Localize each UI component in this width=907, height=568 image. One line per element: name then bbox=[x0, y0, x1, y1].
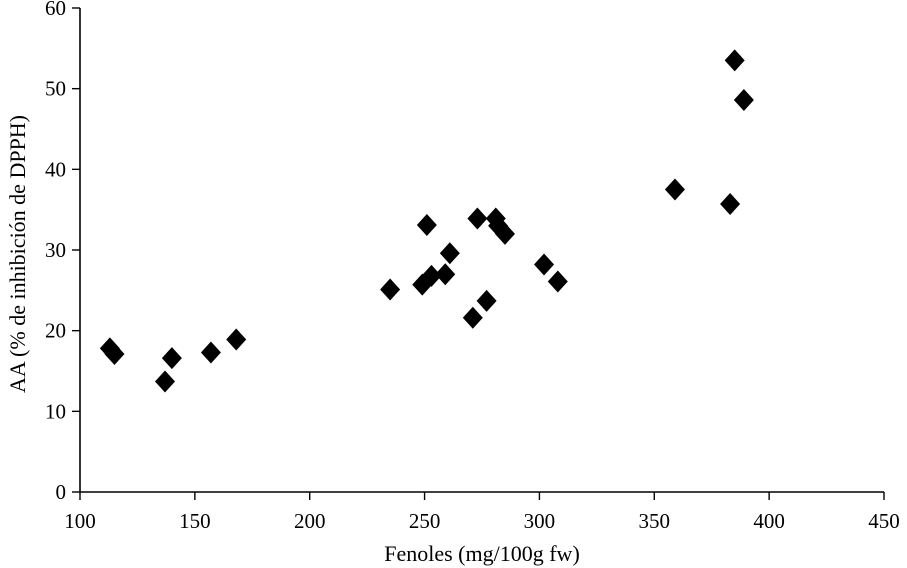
y-tick-label: 20 bbox=[45, 319, 66, 343]
y-tick-label: 50 bbox=[45, 77, 66, 101]
data-point bbox=[547, 270, 568, 293]
y-axis-title: AA (% de inhibición de DPPH) bbox=[5, 115, 30, 393]
data-point bbox=[161, 347, 182, 370]
data-point bbox=[439, 242, 460, 265]
data-point bbox=[154, 370, 175, 393]
data-point bbox=[534, 253, 555, 276]
data-point bbox=[104, 343, 125, 366]
x-axis-title: Fenoles (mg/100g fw) bbox=[384, 541, 580, 566]
data-point bbox=[467, 207, 488, 230]
data-point bbox=[380, 278, 401, 301]
y-tick-label: 30 bbox=[45, 238, 66, 262]
x-tick-label: 200 bbox=[294, 509, 326, 533]
chart-axes bbox=[79, 8, 884, 493]
y-tick-label: 10 bbox=[45, 399, 66, 423]
data-point bbox=[462, 306, 483, 329]
x-tick-label: 250 bbox=[409, 509, 441, 533]
data-point bbox=[476, 289, 497, 312]
x-axis-ticks: 100 150 200 250 300 350 400 450 bbox=[64, 492, 900, 533]
data-point bbox=[200, 341, 221, 364]
y-tick-label: 60 bbox=[45, 0, 66, 20]
data-point bbox=[435, 263, 456, 286]
x-tick-label: 150 bbox=[179, 509, 211, 533]
x-tick-label: 400 bbox=[753, 509, 785, 533]
data-point bbox=[421, 264, 442, 287]
data-point bbox=[724, 49, 745, 72]
data-point bbox=[720, 193, 741, 216]
data-point bbox=[494, 222, 515, 245]
data-point bbox=[733, 88, 754, 111]
y-tick-label: 0 bbox=[56, 480, 67, 504]
x-tick-label: 450 bbox=[868, 509, 900, 533]
data-point bbox=[416, 213, 437, 236]
x-tick-label: 350 bbox=[639, 509, 671, 533]
y-tick-label: 40 bbox=[45, 157, 66, 181]
y-axis-ticks: 0 10 20 30 40 50 60 bbox=[45, 0, 80, 504]
data-point bbox=[664, 178, 685, 201]
data-points bbox=[99, 49, 754, 393]
x-tick-label: 100 bbox=[64, 509, 96, 533]
data-point bbox=[226, 328, 247, 351]
x-tick-label: 300 bbox=[524, 509, 556, 533]
